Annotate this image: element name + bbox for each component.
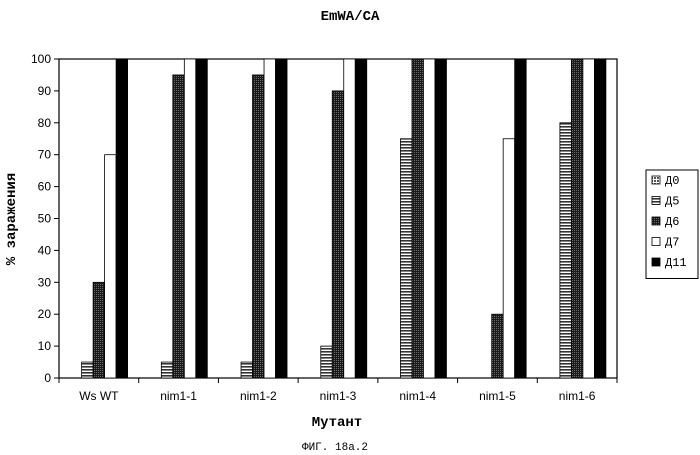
- bar: [560, 123, 572, 378]
- y-tick-label: 80: [38, 116, 52, 130]
- y-tick-label: 70: [38, 148, 52, 162]
- bar: [173, 75, 185, 378]
- legend-label: Д0: [665, 174, 679, 188]
- bar: [184, 59, 196, 378]
- y-tick-label: 0: [44, 371, 51, 385]
- y-tick-label: 50: [38, 212, 52, 226]
- x-tick-label: nim1-5: [479, 389, 516, 403]
- x-tick-label: nim1-6: [559, 389, 596, 403]
- y-tick-label: 60: [38, 180, 52, 194]
- figure-caption: ФИГ. 18а.2: [302, 442, 368, 454]
- bar: [423, 59, 435, 378]
- bar: [355, 59, 367, 378]
- x-axis-label: Мутант: [312, 415, 362, 431]
- bar: [116, 59, 128, 378]
- legend-swatch: [652, 176, 660, 184]
- bar: [412, 59, 424, 378]
- bar: [264, 59, 276, 378]
- y-tick-label: 100: [31, 52, 51, 66]
- legend-label: Д7: [665, 236, 679, 250]
- chart-title: EmWA/CA: [321, 9, 380, 25]
- bar: [161, 362, 173, 378]
- x-tick-label: nim1-4: [399, 389, 436, 403]
- legend-label: Д11: [665, 256, 687, 270]
- y-axis: 0 10 20 30 40 50 60 70 80 90 100: [31, 52, 59, 385]
- legend-swatch: [652, 258, 660, 266]
- bar: [344, 59, 356, 378]
- bar: [594, 59, 606, 378]
- legend-swatch: [652, 217, 660, 225]
- legend-label: Д6: [665, 215, 679, 229]
- y-tick-label: 40: [38, 243, 52, 257]
- bars: [82, 59, 606, 378]
- legend-swatch: [652, 197, 660, 205]
- x-tick-label: nim1-1: [160, 389, 197, 403]
- x-axis: Ws WT nim1-1 nim1-2 nim1-3 nim1-4 nim1-5 nim1-…: [59, 378, 617, 403]
- x-tick-label: nim1-2: [240, 389, 277, 403]
- bar: [93, 282, 105, 378]
- bar: [241, 362, 253, 378]
- bar: [515, 59, 527, 378]
- y-tick-label: 10: [38, 339, 52, 353]
- bar: [492, 314, 504, 378]
- y-tick-label: 90: [38, 84, 52, 98]
- bar: [276, 59, 288, 378]
- y-tick-label: 30: [38, 275, 52, 289]
- bar: [332, 91, 344, 378]
- x-tick-label: Ws WT: [79, 389, 119, 403]
- bar: [583, 59, 595, 378]
- bar: [503, 139, 515, 378]
- y-tick-label: 20: [38, 307, 52, 321]
- bar: [253, 75, 264, 378]
- legend-swatch: [652, 238, 660, 246]
- bar: [105, 155, 117, 378]
- y-axis-label: % заражения: [4, 173, 20, 265]
- bar: [435, 59, 447, 378]
- bar: [400, 139, 412, 378]
- legend: Д0 Д5 Д6 Д7 Д11: [646, 170, 698, 279]
- x-tick-label: nim1-3: [320, 389, 357, 403]
- bar: [321, 346, 333, 378]
- bar: [196, 59, 208, 378]
- bar: [571, 59, 583, 378]
- legend-label: Д5: [665, 195, 679, 209]
- bar: [82, 362, 94, 378]
